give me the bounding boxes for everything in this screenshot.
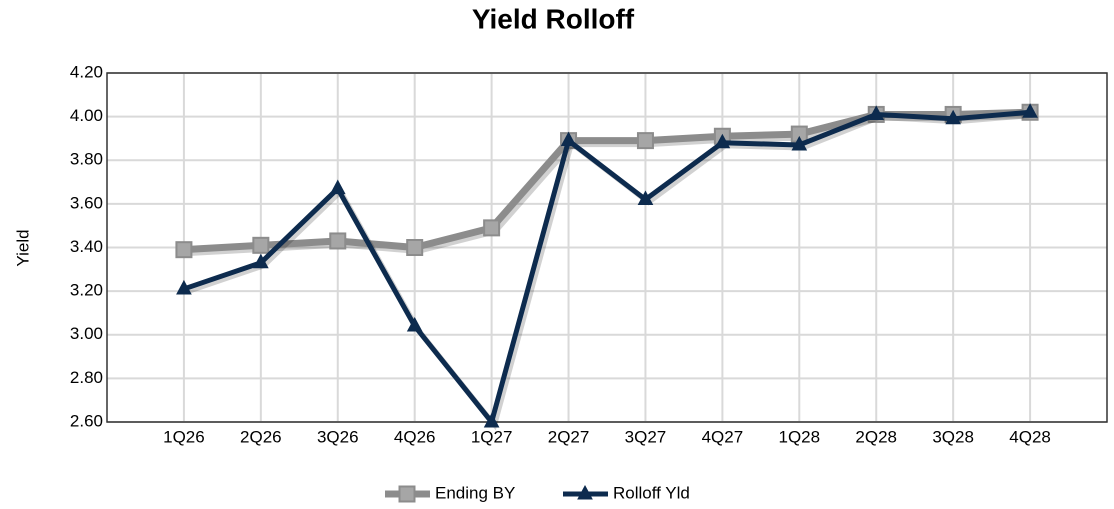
- marker: [398, 485, 416, 503]
- legend-label: Ending BY: [435, 483, 515, 502]
- legend-label: Rolloff Yld: [613, 483, 690, 502]
- x-tick-label: 2Q26: [240, 427, 282, 446]
- marker: [175, 241, 193, 259]
- y-tick-label: 3.80: [70, 150, 103, 169]
- y-tick-label: 4.20: [70, 62, 103, 81]
- x-tick-label: 3Q27: [625, 427, 667, 446]
- marker: [329, 179, 346, 195]
- marker: [714, 133, 731, 149]
- marker: [791, 135, 808, 151]
- marker: [560, 131, 577, 147]
- y-axis-title: Yield: [13, 229, 32, 266]
- x-tick-label: 2Q28: [855, 427, 897, 446]
- x-tick-label: 2Q27: [548, 427, 590, 446]
- marker: [252, 236, 270, 254]
- marker: [253, 253, 269, 269]
- marker: [577, 484, 593, 500]
- marker: [329, 232, 347, 250]
- y-tick-label: 3.00: [70, 324, 103, 343]
- x-tick-label: 1Q28: [779, 427, 821, 446]
- x-tick-label: 1Q27: [471, 427, 513, 446]
- chart-title: Yield Rolloff: [472, 3, 635, 34]
- marker: [176, 279, 192, 295]
- y-tick-label: 2.60: [70, 411, 103, 430]
- y-tick-label: 4.00: [70, 106, 103, 125]
- x-tick-label: 4Q28: [1009, 427, 1051, 446]
- series-line: [183, 108, 1031, 254]
- plot-frame: [106, 72, 1108, 423]
- marker: [637, 190, 654, 206]
- series-shadow: [186, 111, 1034, 257]
- y-tick-label: 2.80: [70, 368, 103, 387]
- marker: [868, 105, 885, 120]
- x-tick-label: 1Q26: [163, 427, 205, 446]
- marker: [1022, 103, 1038, 118]
- x-tick-label: 4Q26: [394, 427, 436, 446]
- x-tick-label: 4Q27: [702, 427, 744, 446]
- marker: [636, 132, 654, 150]
- marker: [406, 316, 423, 332]
- marker: [406, 239, 424, 256]
- y-tick-label: 3.40: [70, 237, 103, 256]
- x-tick-label: 3Q26: [317, 427, 359, 446]
- marker: [483, 219, 501, 237]
- y-tick-label: 3.60: [70, 193, 103, 212]
- series-line: [183, 109, 1031, 425]
- y-tick-label: 3.20: [70, 281, 103, 300]
- marker: [483, 412, 500, 428]
- marker: [945, 109, 961, 125]
- x-tick-label: 3Q28: [932, 427, 974, 446]
